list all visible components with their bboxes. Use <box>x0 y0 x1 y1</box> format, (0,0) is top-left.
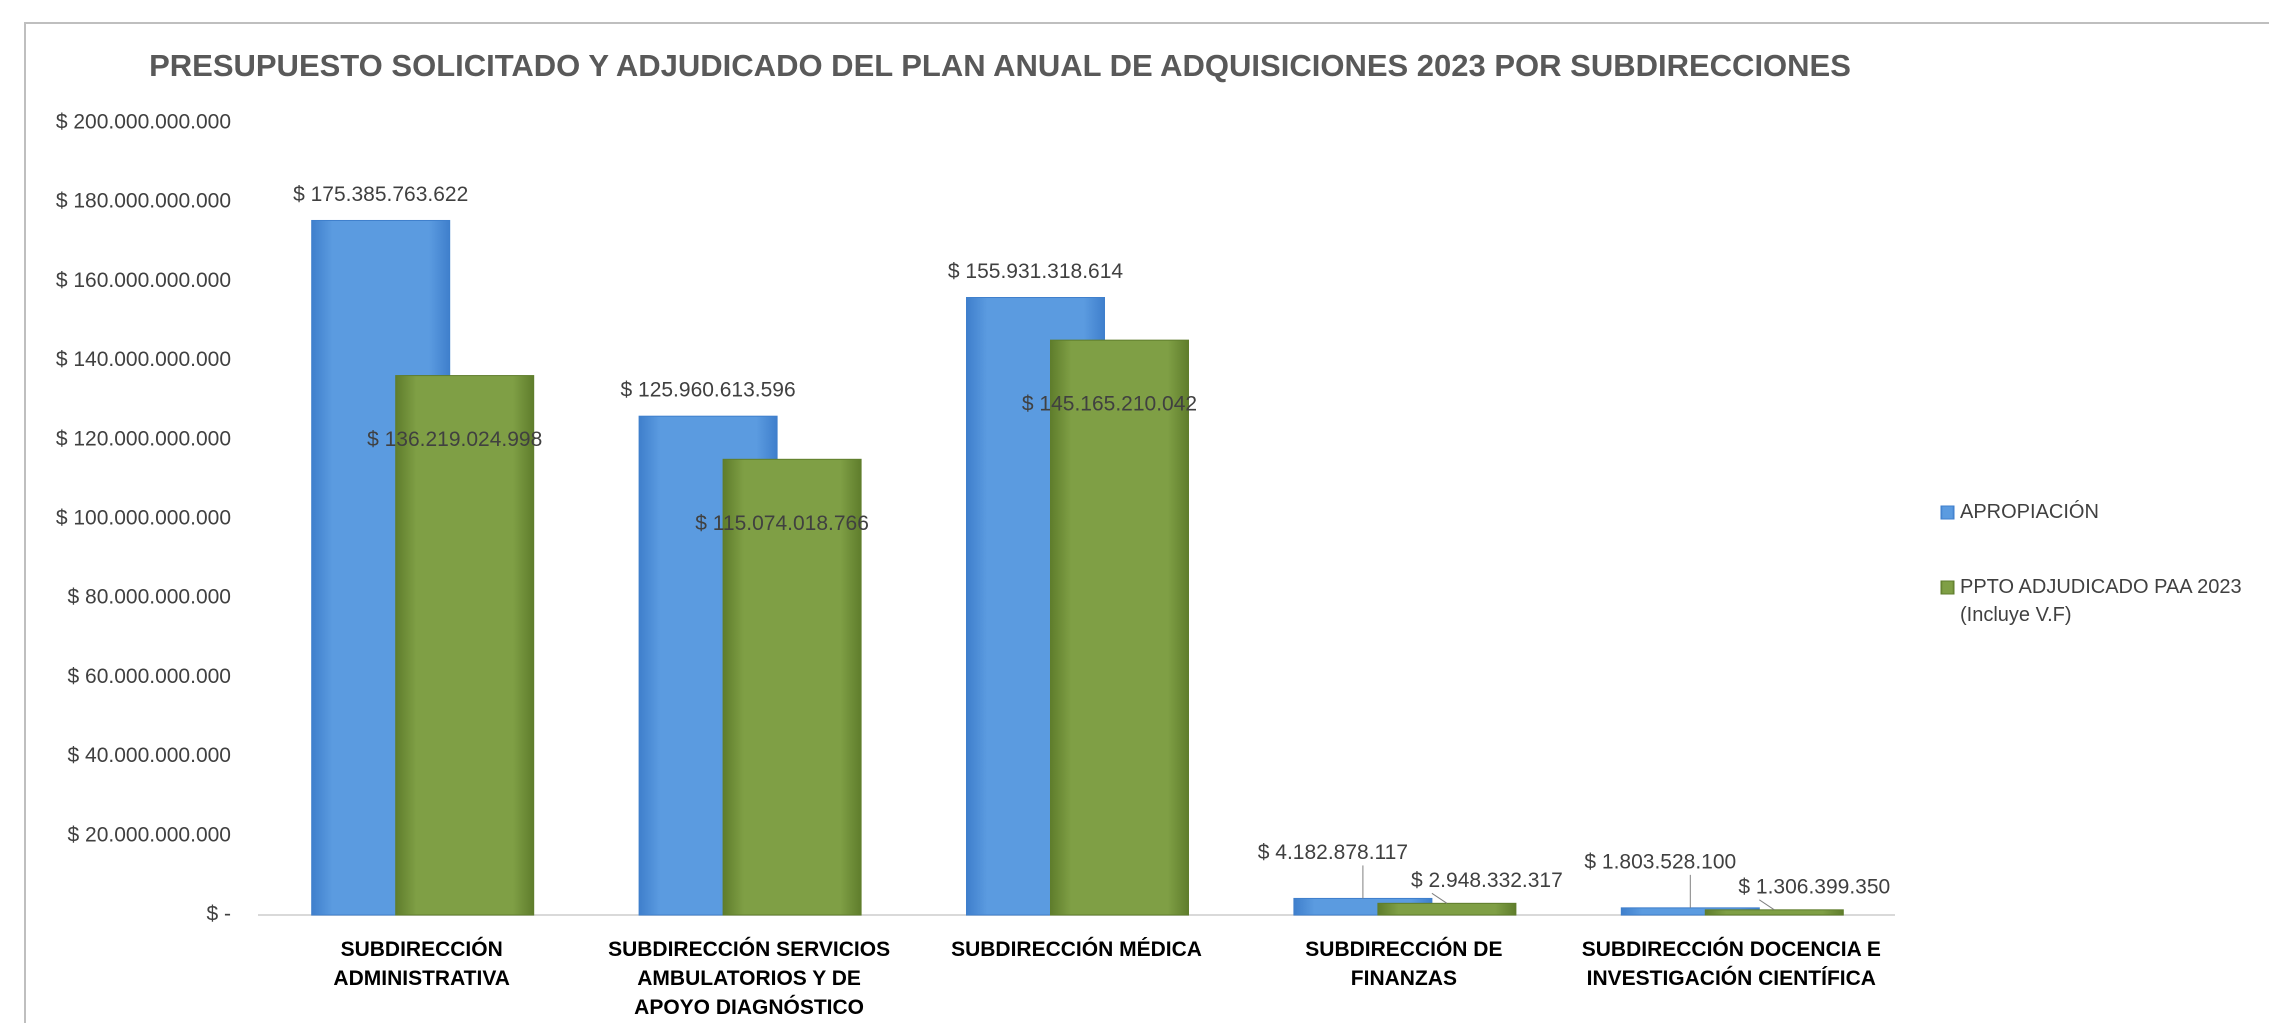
data-label: $ 125.960.613.596 <box>621 379 796 402</box>
legend-swatch <box>1940 505 1955 520</box>
data-label: $ 175.385.763.622 <box>293 183 468 206</box>
data-label: $ 115.074.018.766 <box>695 512 869 535</box>
legend-label: PPTO ADJUDICADO PAA 2023 (Incluye V.F) <box>1960 576 2242 626</box>
bar <box>1704 909 1844 916</box>
legend-swatch <box>1940 580 1955 595</box>
y-tick-label: $ 200.000.000.000 <box>56 111 231 134</box>
x-tick-label: SUBDIRECCIÓN DE FINANZAS <box>1305 938 1503 990</box>
y-tick-label: $ 40.000.000.000 <box>68 744 232 767</box>
legend-label: APROPIACIÓN <box>1960 501 2099 523</box>
y-tick-label: $ 80.000.000.000 <box>68 586 232 609</box>
data-label: $ 155.931.318.614 <box>948 260 1123 283</box>
y-tick-label: $ 100.000.000.000 <box>56 507 231 530</box>
bar <box>722 458 862 916</box>
chart-border <box>24 22 2269 1023</box>
y-tick-label: $ 120.000.000.000 <box>56 427 231 450</box>
bar <box>1050 339 1189 916</box>
chart-title: PRESUPUESTO SOLICITADO Y ADJUDICADO DEL … <box>149 48 1851 83</box>
y-tick-label: $ 140.000.000.000 <box>56 348 231 371</box>
data-label: $ 2.948.332.317 <box>1411 869 1563 892</box>
x-tick-label: SUBDIRECCIÓN MÉDICA <box>951 938 1202 961</box>
data-label: $ 1.803.528.100 <box>1584 850 1736 873</box>
leader-line <box>1431 892 1448 904</box>
leader-line <box>1759 899 1775 911</box>
y-tick-label: $ 60.000.000.000 <box>68 665 232 688</box>
bar <box>395 375 535 916</box>
data-label: $ 4.182.878.117 <box>1258 841 1408 864</box>
x-tick-label: SUBDIRECCIÓN ADMINISTRATIVA <box>333 938 510 990</box>
y-tick-label: $ 20.000.000.000 <box>68 823 232 846</box>
y-tick-label: $ 160.000.000.000 <box>56 269 231 292</box>
data-label: $ 136.219.024.998 <box>367 428 542 451</box>
x-tick-label: SUBDIRECCIÓN DOCENCIA E INVESTIGACIÓN CI… <box>1581 938 1881 990</box>
data-label: $ 1.306.399.350 <box>1738 875 1890 898</box>
data-label: $ 145.165.210.042 <box>1022 393 1197 416</box>
y-tick-label: $ 180.000.000.000 <box>56 190 231 213</box>
x-tick-label: SUBDIRECCIÓN SERVICIOS AMBULATORIOS Y DE… <box>608 938 891 1019</box>
y-tick-label: $ - <box>206 903 231 926</box>
bar <box>1377 902 1517 916</box>
